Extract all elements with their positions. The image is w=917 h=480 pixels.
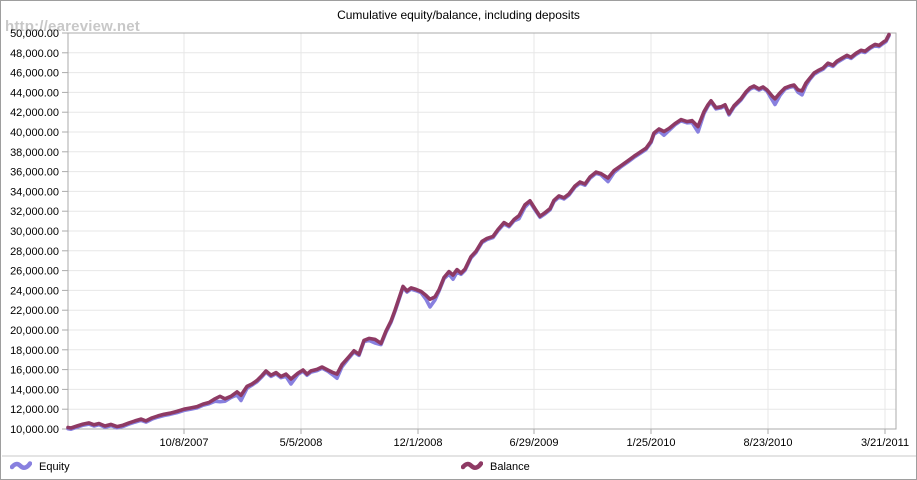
svg-text:10/8/2007: 10/8/2007: [160, 437, 209, 449]
svg-text:28,000.00: 28,000.00: [10, 246, 59, 258]
svg-text:26,000.00: 26,000.00: [10, 266, 59, 278]
svg-text:1/25/2010: 1/25/2010: [627, 437, 676, 449]
svg-text:3/21/2011: 3/21/2011: [861, 437, 909, 449]
svg-text:6/29/2009: 6/29/2009: [510, 437, 559, 449]
axis-labels: 50,000.00 48,000.00 46,000.00 44,000.00 42,0…: [10, 28, 909, 449]
svg-text:38,000.00: 38,000.00: [10, 147, 59, 159]
equity-line: [66, 33, 891, 432]
svg-text:12,000.00: 12,000.00: [10, 404, 59, 416]
series: [66, 32, 891, 432]
svg-text:20,000.00: 20,000.00: [10, 325, 59, 337]
svg-text:22,000.00: 22,000.00: [10, 305, 59, 317]
balance-line-icon: [460, 460, 484, 474]
legend-item-equity: Equity: [9, 460, 70, 474]
svg-text:18,000.00: 18,000.00: [10, 345, 59, 357]
svg-text:16,000.00: 16,000.00: [10, 365, 59, 377]
svg-text:40,000.00: 40,000.00: [10, 127, 59, 139]
svg-text:5/5/2008: 5/5/2008: [280, 437, 323, 449]
legend-label-balance: Balance: [490, 461, 530, 473]
legend-item-balance: Balance: [460, 460, 530, 474]
chart-title: Cumulative equity/balance, including dep…: [337, 8, 580, 22]
gridlines: [68, 32, 896, 430]
svg-text:14,000.00: 14,000.00: [10, 384, 59, 396]
svg-text:48,000.00: 48,000.00: [10, 48, 59, 60]
svg-text:36,000.00: 36,000.00: [10, 167, 59, 179]
svg-text:12/1/2008: 12/1/2008: [394, 437, 443, 449]
chart-legend: Equity Balance: [1, 457, 916, 479]
equity-line-icon: [9, 460, 33, 474]
svg-text:32,000.00: 32,000.00: [10, 206, 59, 218]
watermark: http://eareview.net: [5, 18, 140, 35]
svg-text:50,000.00: 50,000.00: [10, 28, 59, 40]
svg-text:8/23/2010: 8/23/2010: [744, 437, 793, 449]
svg-text:30,000.00: 30,000.00: [10, 226, 59, 238]
svg-text:42,000.00: 42,000.00: [10, 107, 59, 119]
legend-label-equity: Equity: [39, 461, 70, 473]
svg-text:10,000.00: 10,000.00: [10, 424, 59, 436]
svg-text:46,000.00: 46,000.00: [10, 68, 59, 80]
svg-text:24,000.00: 24,000.00: [10, 285, 59, 297]
svg-text:44,000.00: 44,000.00: [10, 87, 59, 99]
svg-text:34,000.00: 34,000.00: [10, 186, 59, 198]
balance-line: [66, 32, 891, 430]
